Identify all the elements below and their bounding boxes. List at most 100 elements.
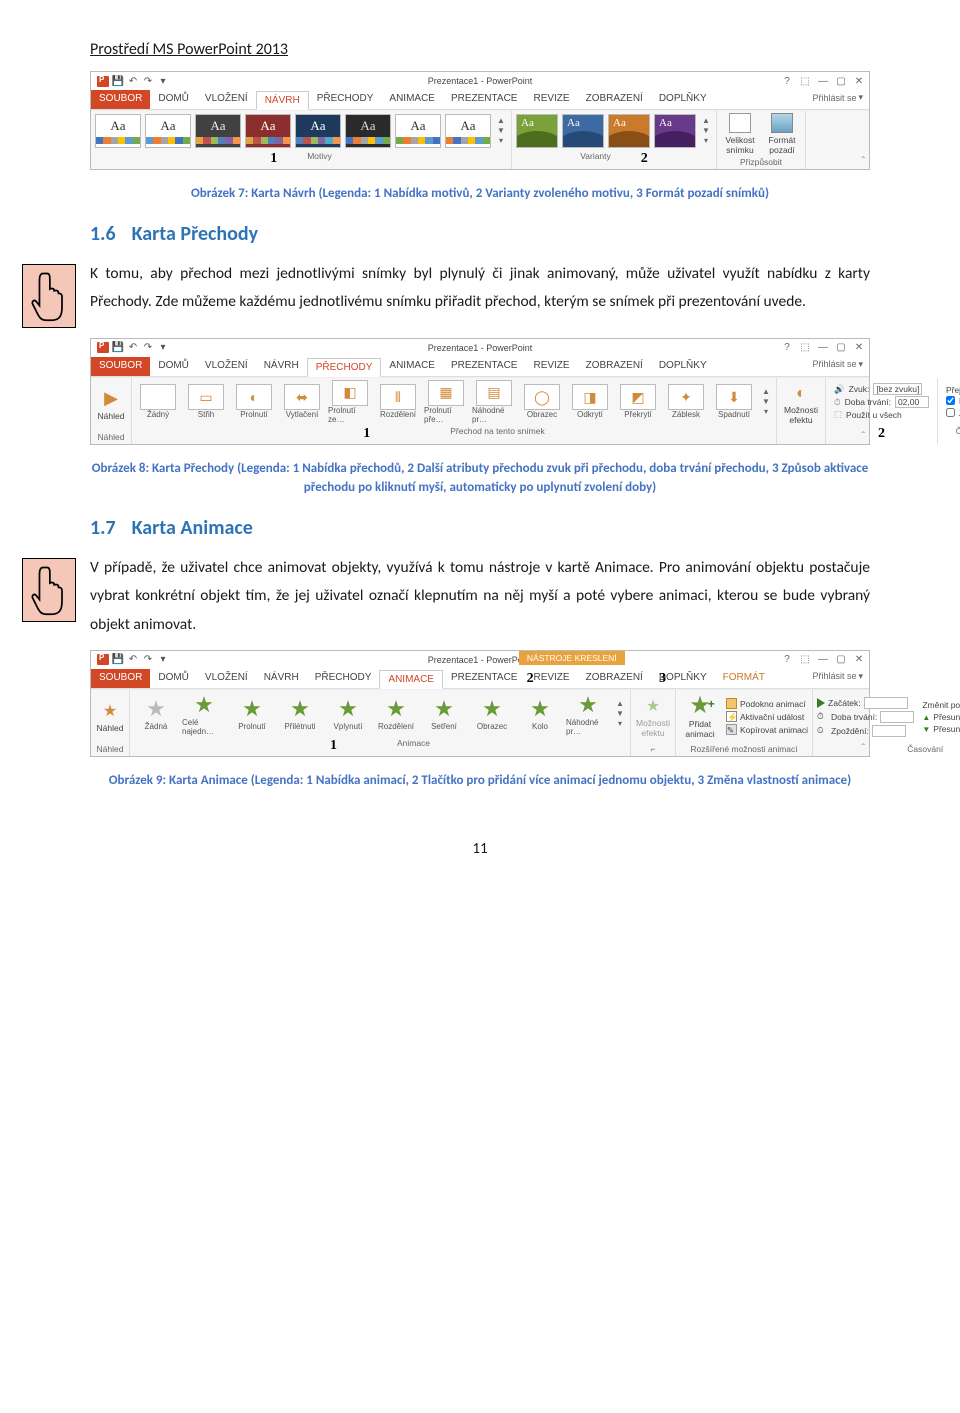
tab-domu[interactable]: DOMŮ <box>150 669 197 688</box>
transition-thumb[interactable]: ▤Náhodné pr… <box>472 380 516 424</box>
theme-thumb[interactable]: Aa <box>145 114 191 148</box>
move-earlier-button[interactable]: Přesunout na dřívější čas <box>922 712 960 722</box>
theme-thumb[interactable]: Aa <box>295 114 341 148</box>
effect-options-button[interactable]: ★ Možnosti efektu <box>635 696 671 738</box>
delay-row[interactable]: ⏲Zpoždění: <box>817 725 914 737</box>
transition-thumb[interactable]: Žádný <box>136 384 180 419</box>
tab-vlozeni[interactable]: VLOŽENÍ <box>197 669 256 688</box>
transition-thumb[interactable]: ⫴Rozdělení <box>376 384 420 419</box>
tab-soubor[interactable]: SOUBOR <box>91 357 150 376</box>
duration-value[interactable] <box>880 711 914 723</box>
tab-prechody[interactable]: PŘECHODY <box>309 90 382 109</box>
apply-all-button[interactable]: ⬚ Použít u všech <box>834 409 929 420</box>
animation-painter-button[interactable]: ✎Kopírovat animaci <box>726 724 808 735</box>
transitions-gallery[interactable]: Žádný▭Střih◐Prolnutí⬌Vytlačení◧Prolnutí … <box>136 380 772 425</box>
theme-thumb[interactable]: Aa <box>95 114 141 148</box>
transition-thumb[interactable]: ◯Obrazec <box>520 384 564 419</box>
start-value[interactable] <box>864 697 908 709</box>
tab-vlozeni[interactable]: VLOŽENÍ <box>197 357 256 376</box>
transition-thumb[interactable]: ◐Prolnutí <box>232 384 276 419</box>
duration-value[interactable]: 02,00 <box>895 396 929 408</box>
animations-gallery[interactable]: ★Žádná★Celé najedn…★Prolnutí★Přilétnuti★… <box>134 692 626 737</box>
transition-thumb[interactable]: ◨Odkrytí <box>568 384 612 419</box>
tab-soubor[interactable]: SOUBOR <box>91 669 150 688</box>
ribbon-display-icon[interactable]: ⬚ <box>799 76 811 87</box>
minimize-icon[interactable]: — <box>817 342 829 353</box>
sound-row[interactable]: 🔊 Zvuk: [bez zvuku] <box>834 383 929 395</box>
preview-button[interactable]: ★ Náhled <box>95 701 125 733</box>
tab-animace[interactable]: ANIMACE <box>381 357 443 376</box>
close-icon[interactable]: ✕ <box>853 654 865 665</box>
animation-thumb[interactable]: ★Náhodné pr… <box>566 692 610 736</box>
transition-thumb[interactable]: ▦Prolnutí pře… <box>424 380 468 424</box>
tab-navrh[interactable]: NÁVRH <box>256 669 307 688</box>
tab-format[interactable]: FORMÁT <box>715 669 773 688</box>
tab-vlozeni[interactable]: VLOŽENÍ <box>197 90 256 109</box>
tab-prezentace[interactable]: PREZENTACE <box>443 90 526 109</box>
themes-gallery[interactable]: AaAaAaAaAaAaAaAa▲▼▾ <box>95 113 507 150</box>
animation-thumb[interactable]: ★Prolnutí <box>230 696 274 731</box>
after-checkbox[interactable]: Za: 00:00,00 <box>946 407 960 419</box>
tab-zobrazeni[interactable]: ZOBRAZENÍ <box>578 669 651 688</box>
transition-thumb[interactable]: ▭Střih <box>184 384 228 419</box>
effect-options-button[interactable]: ◐ Možnosti efektu <box>781 385 821 425</box>
on-click-check[interactable] <box>946 396 955 405</box>
animation-thumb[interactable]: ★Žádná <box>134 696 178 731</box>
tab-animace[interactable]: ANIMACE <box>381 90 443 109</box>
variant-thumb[interactable] <box>654 114 696 148</box>
move-later-button[interactable]: Přesunout na pozdější čas <box>922 724 960 734</box>
transition-thumb[interactable]: ⬌Vytlačení <box>280 384 324 419</box>
themes-more-button[interactable]: ▲▼▾ <box>495 117 507 145</box>
help-icon[interactable]: ? <box>781 654 793 665</box>
animation-thumb[interactable]: ★Setření <box>422 696 466 731</box>
signin-link[interactable]: Přihlásit se▾ <box>812 359 863 370</box>
help-icon[interactable]: ? <box>781 76 793 87</box>
on-click-checkbox[interactable]: Při kliknutí myší <box>946 396 960 406</box>
tab-doplnky[interactable]: DOPLŇKY <box>651 357 715 376</box>
ribbon-display-icon[interactable]: ⬚ <box>799 342 811 353</box>
signin-link[interactable]: Přihlásit se▾ <box>812 671 863 682</box>
variant-thumb[interactable] <box>608 114 650 148</box>
maximize-icon[interactable]: ▢ <box>835 76 847 87</box>
tab-doplnky[interactable]: DOPLŇKY <box>651 90 715 109</box>
variant-thumb[interactable] <box>516 114 558 148</box>
add-animation-button[interactable]: ★ Přidat animaci <box>680 694 720 739</box>
tab-navrh[interactable]: NÁVRH <box>256 91 309 110</box>
animation-pane-button[interactable]: Podokno animací <box>726 698 808 709</box>
start-row[interactable]: Začátek: <box>817 697 914 709</box>
signin-link[interactable]: Přihlásit se▾ <box>812 92 863 103</box>
format-background-button[interactable]: Formát pozadí <box>763 113 801 155</box>
help-icon[interactable]: ? <box>781 342 793 353</box>
slide-size-button[interactable]: Velikost snímku <box>721 113 759 155</box>
theme-thumb[interactable]: Aa <box>445 114 491 148</box>
animation-thumb[interactable]: ★Vplynutí <box>326 696 370 731</box>
theme-thumb[interactable]: Aa <box>245 114 291 148</box>
collapse-ribbon-icon[interactable]: ˆ <box>862 156 865 167</box>
preview-button[interactable]: ▶ Náhled <box>95 388 127 421</box>
animation-thumb[interactable]: ★Přilétnuti <box>278 696 322 731</box>
transition-thumb[interactable]: ⬇Spadnutí <box>712 384 756 419</box>
collapse-ribbon-icon[interactable]: ˆ <box>862 743 865 754</box>
close-icon[interactable]: ✕ <box>853 76 865 87</box>
tab-animace[interactable]: ANIMACE <box>379 670 443 689</box>
tab-soubor[interactable]: SOUBOR <box>91 90 150 109</box>
animation-thumb[interactable]: ★Kolo <box>518 696 562 731</box>
delay-value[interactable] <box>872 725 906 737</box>
tab-prezentace[interactable]: PREZENTACE <box>443 669 526 688</box>
variants-more-button[interactable]: ▲▼▾ <box>700 117 712 145</box>
variant-thumb[interactable] <box>562 114 604 148</box>
transition-thumb[interactable]: ✦Záblesk <box>664 384 708 419</box>
ribbon-display-icon[interactable]: ⬚ <box>799 654 811 665</box>
animations-more-button[interactable]: ▲▼▾ <box>614 700 626 728</box>
theme-thumb[interactable]: Aa <box>345 114 391 148</box>
variants-gallery[interactable]: ▲▼▾ <box>516 113 712 150</box>
transition-thumb[interactable]: ◧Prolnutí ze… <box>328 380 372 424</box>
animation-thumb[interactable]: ★Celé najedn… <box>182 692 226 736</box>
duration-row[interactable]: ⏱ Doba trvání: 02,00 <box>834 396 929 408</box>
minimize-icon[interactable]: — <box>817 654 829 665</box>
collapse-ribbon-icon[interactable]: ˆ <box>862 431 865 442</box>
tab-zobrazeni[interactable]: ZOBRAZENÍ <box>578 90 651 109</box>
tab-prechody[interactable]: PŘECHODY <box>307 358 382 377</box>
animation-thumb[interactable]: ★Obrazec <box>470 696 514 731</box>
after-check[interactable] <box>946 408 955 417</box>
